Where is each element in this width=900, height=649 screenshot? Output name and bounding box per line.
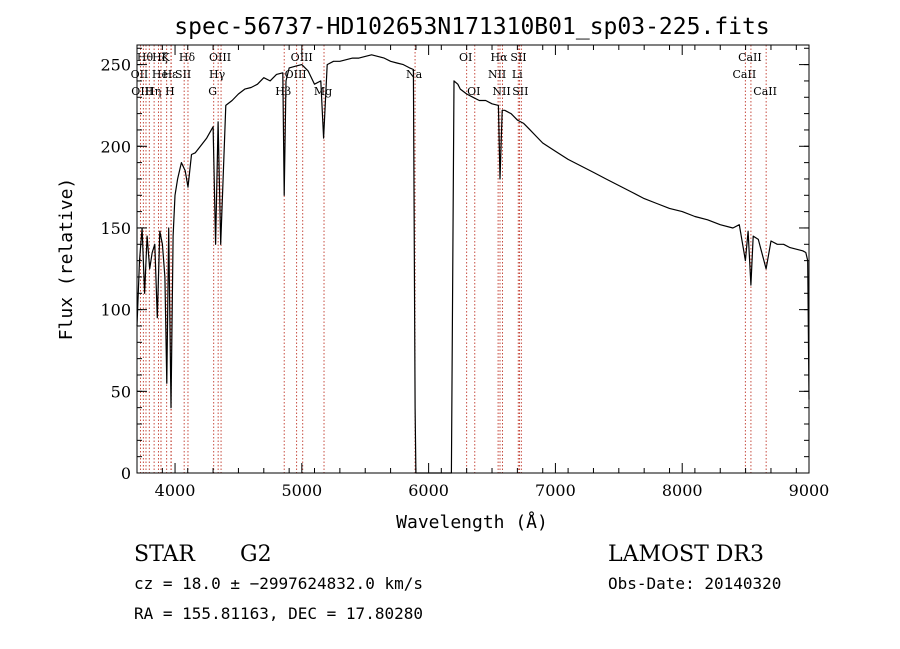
y-axis-label: Flux (relative) [56,178,77,341]
x-tick-label-5: 9000 [789,481,830,500]
y-tick-label-1: 50 [111,382,131,401]
x-tick-label-2: 6000 [408,481,449,500]
line-label-4: Hη [145,85,161,98]
ra-dec-line: RA = 155.81163, DEC = 17.80280 [134,604,423,623]
y-tick-label-0: 0 [121,464,131,483]
object-class: STAR [134,542,196,567]
x-tick-label-3: 7000 [535,481,576,500]
line-label-31: CaII [753,85,777,98]
line-label-8: K [162,51,171,64]
line-label-17: OIII [285,68,307,81]
line-label-29: CaII [733,68,757,81]
line-label-21: OI [459,51,472,64]
obs-date: Obs-Date: 20140320 [608,574,781,593]
line-label-28: SII [512,85,528,98]
y-axis: 0 50 100 150 200 250 [100,47,809,483]
x-tick-label-1: 5000 [281,481,322,500]
spectral-line-markers [139,45,767,473]
redshift-line: cz = 18.0 ± −2997624832.0 km/s [134,574,423,593]
line-label-12: Hδ [179,51,196,64]
x-axis-label: Wavelength (Å) [396,511,548,533]
object-subclass: G2 [240,542,272,567]
spectrum-line [136,54,810,474]
y-tick-label-4: 200 [100,137,131,156]
line-label-20: Na [406,68,423,81]
plot-frame [136,44,810,474]
line-label-27: SII [510,51,526,64]
x-tick-label-4: 8000 [662,481,703,500]
line-label-26: Li [512,68,523,81]
spectral-line-labels: OIIOIIIHθHηHζHeKHHεSIIHδGHγOIIIHβOIIIOII… [131,51,777,98]
line-label-15: OIII [209,51,231,64]
line-label-11: SII [175,68,191,81]
line-label-18: OIII [291,51,313,64]
line-label-14: Hγ [209,68,226,81]
y-tick-label-3: 150 [100,219,131,238]
y-tick-label-2: 100 [100,301,131,320]
line-label-7: He [152,68,168,81]
line-label-0: OII [131,68,149,81]
line-label-2: Hθ [137,51,154,64]
chart-title: spec-56737-HD102653N171310B01_sp03-225.f… [174,14,769,40]
line-label-22: OI [467,85,480,98]
y-tick-label-5: 250 [100,56,131,75]
line-label-24: Hα [490,51,508,64]
line-label-25: NII [492,85,510,98]
line-label-23: NII [488,68,506,81]
line-label-30: CaII [738,51,762,64]
x-tick-label-0: 4000 [155,481,196,500]
survey-label: LAMOST DR3 [608,542,764,567]
line-label-10: Hε [163,68,179,81]
line-label-6: Hζ [152,51,168,64]
x-axis: 4000 5000 6000 7000 8000 9000 [136,45,830,500]
line-label-19: Mg [314,85,332,98]
line-label-9: H [165,85,175,98]
line-label-13: G [208,85,217,98]
